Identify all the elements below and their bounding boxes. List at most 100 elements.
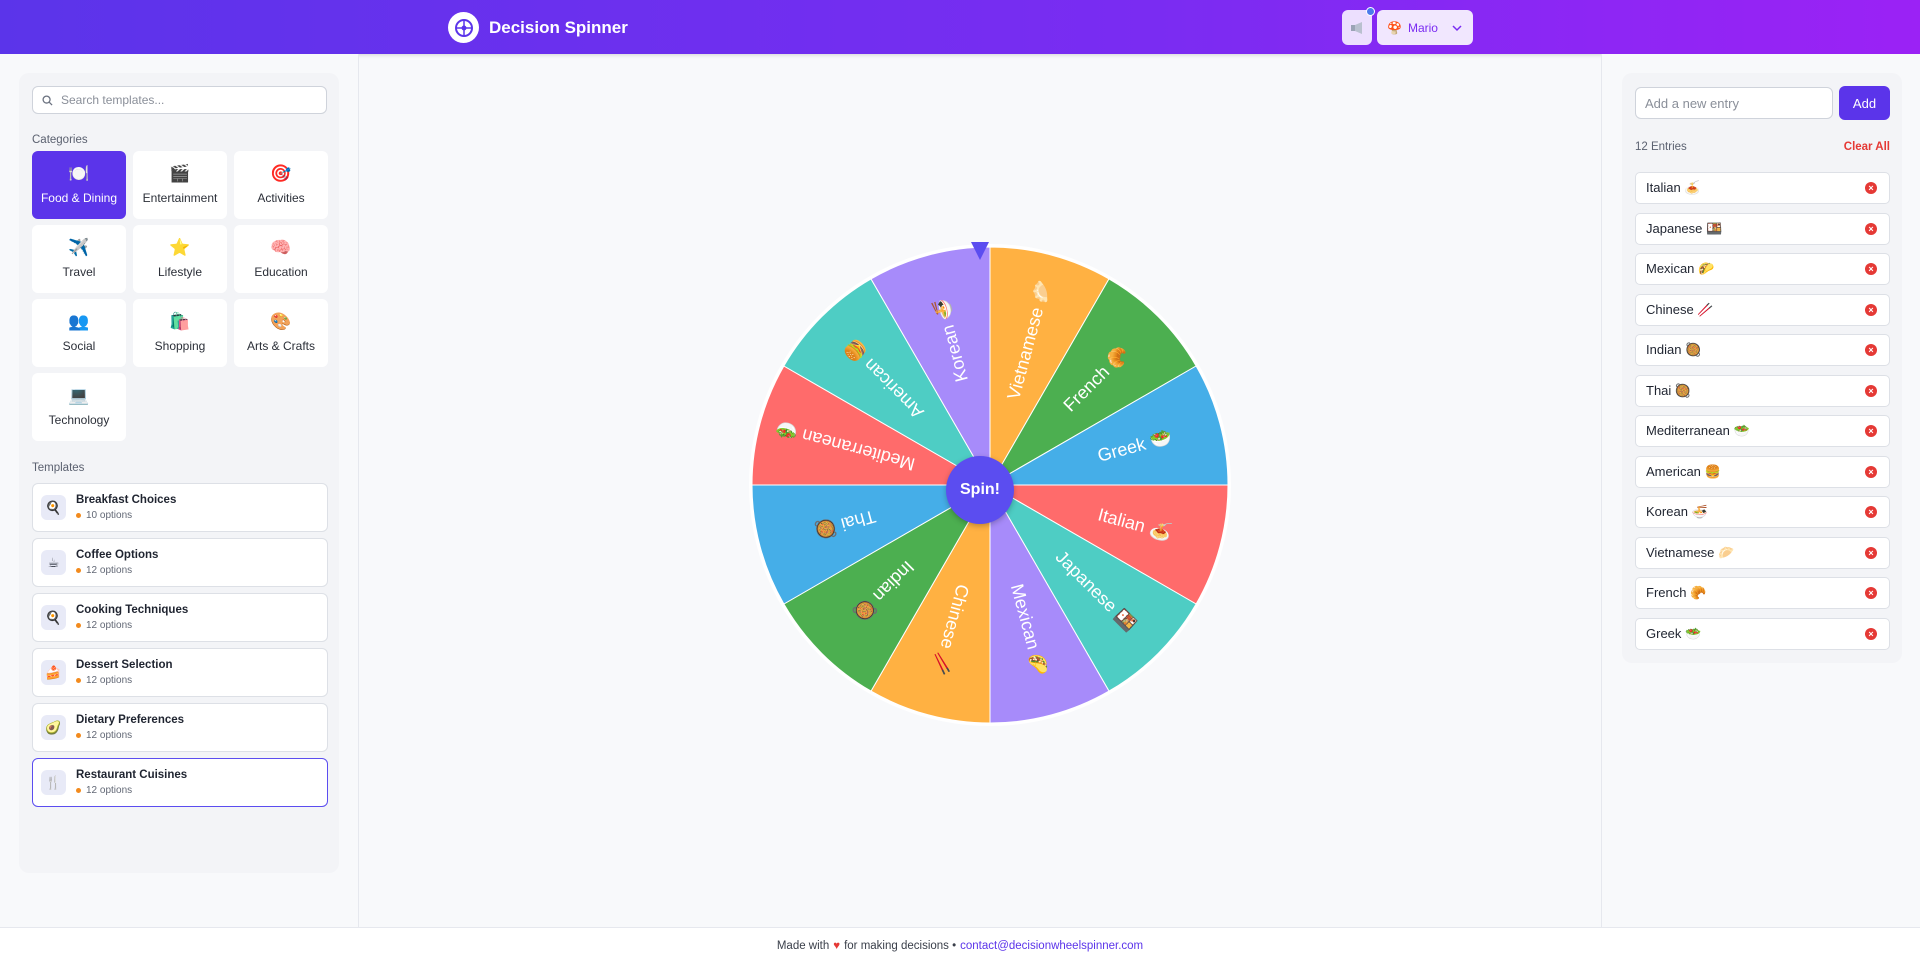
remove-entry-icon[interactable]: ×	[1865, 425, 1877, 437]
template-breakfast-choices[interactable]: 🍳 Breakfast Choices 10 options	[32, 483, 328, 532]
shopping-bags-icon: 🛍️	[169, 312, 191, 331]
entry-label: American 🍔	[1646, 463, 1721, 479]
templates-title: Templates	[32, 462, 85, 474]
entry-item[interactable]: American 🍔 ×	[1635, 455, 1890, 488]
search-box[interactable]	[32, 86, 327, 114]
wheel-segment	[870, 483, 991, 724]
heart-icon: ♥	[833, 939, 841, 952]
wheel-area: Italian 🍝 Japanese 🍱 Mexican 🌮 Chinese 🥢 Ind…	[360, 54, 1600, 927]
wheel-segment	[751, 365, 992, 486]
remove-entry-icon[interactable]: ×	[1865, 303, 1877, 316]
cutlery-icon: 🍴	[41, 770, 66, 795]
entry-item[interactable]: Vietnamese 🥟 ×	[1635, 536, 1890, 569]
template-options-count: 12 options	[86, 785, 133, 796]
coffee-icon: ☕	[41, 550, 66, 575]
status-dot	[76, 733, 81, 738]
template-name: Restaurant Cuisines	[76, 769, 188, 781]
category-entertainment[interactable]: 🎬 Entertainment	[133, 151, 227, 219]
people-icon: 👥	[68, 312, 90, 331]
user-menu-button[interactable]: 🍄 Mario	[1377, 10, 1473, 45]
new-entry-input[interactable]	[1635, 87, 1833, 119]
entry-label: Thai 🥘	[1646, 382, 1692, 398]
remove-entry-icon[interactable]: ×	[1865, 222, 1877, 235]
search-input[interactable]	[61, 93, 311, 107]
cooking-icon: 🍳	[41, 605, 66, 630]
wheel-pointer-icon	[971, 242, 989, 260]
categories-title: Categories	[32, 134, 88, 146]
category-label: Education	[254, 265, 308, 279]
remove-entry-icon[interactable]: ×	[1865, 384, 1877, 397]
entry-label: Mediterranean 🥗	[1646, 423, 1750, 438]
clapperboard-icon: 🎬	[169, 164, 191, 183]
chevron-down-icon	[1452, 24, 1462, 31]
remove-entry-icon[interactable]: ×	[1865, 587, 1877, 599]
brand[interactable]: Decision Spinner	[448, 12, 628, 43]
entry-label: Chinese 🥢	[1646, 301, 1714, 317]
entry-item[interactable]: Indian 🥘 ×	[1635, 334, 1890, 366]
wheel-segment	[988, 278, 1197, 487]
entry-item[interactable]: Italian 🍝 ×	[1635, 172, 1890, 204]
entry-item[interactable]: Chinese 🥢 ×	[1635, 293, 1890, 326]
category-food-dining[interactable]: 🍽️ Food & Dining	[32, 151, 126, 219]
category-label: Food & Dining	[40, 191, 118, 205]
category-grid: 🍽️ Food & Dining 🎬 Entertainment 🎯 Activ…	[32, 151, 328, 441]
remove-entry-icon[interactable]: ×	[1865, 344, 1877, 356]
category-technology[interactable]: 💻 Technology	[32, 373, 126, 441]
category-activities[interactable]: 🎯 Activities	[234, 151, 328, 219]
entry-item[interactable]: Mediterranean 🥗 ×	[1635, 415, 1890, 447]
notification-button[interactable]	[1342, 7, 1375, 45]
category-education[interactable]: 🧠 Education	[234, 225, 328, 293]
entry-item[interactable]: French 🥐 ×	[1635, 577, 1890, 609]
left-sidebar: Categories 🍽️ Food & Dining 🎬 Entertainm…	[0, 54, 359, 927]
contact-email-link[interactable]: contact@decisionwheelspinner.com	[960, 939, 1144, 952]
entry-item[interactable]: Korean 🍜 ×	[1635, 496, 1890, 528]
wheel-segment	[783, 483, 992, 692]
clear-all-button[interactable]: Clear All	[1843, 141, 1890, 153]
footer: Made with ♥ for making decisions • conta…	[0, 927, 1920, 963]
template-options-count: 12 options	[86, 565, 133, 576]
airplane-icon: ✈️	[68, 238, 90, 257]
category-label: Arts & Crafts	[246, 339, 315, 353]
category-arts-crafts[interactable]: 🎨 Arts & Crafts	[234, 299, 328, 367]
notification-dot	[1366, 7, 1375, 16]
remove-entry-icon[interactable]: ×	[1865, 506, 1877, 518]
template-options-count: 12 options	[86, 730, 133, 741]
template-dessert-selection[interactable]: 🍰 Dessert Selection 12 options	[32, 648, 328, 697]
template-coffee-options[interactable]: ☕ Coffee Options 12 options	[32, 538, 328, 587]
category-lifestyle[interactable]: ⭐ Lifestyle	[133, 225, 227, 293]
add-entry-button[interactable]: Add	[1839, 86, 1890, 120]
remove-entry-icon[interactable]: ×	[1865, 627, 1877, 640]
category-social[interactable]: 👥 Social	[32, 299, 126, 367]
entry-item[interactable]: Greek 🥗 ×	[1635, 617, 1890, 650]
entry-label: Korean 🍜	[1646, 504, 1708, 519]
category-travel[interactable]: ✈️ Travel	[32, 225, 126, 293]
entry-item[interactable]: Thai 🥘 ×	[1635, 374, 1890, 407]
entry-item[interactable]: Japanese 🍱 ×	[1635, 212, 1890, 245]
entries-count: 12 Entries	[1635, 141, 1687, 153]
entry-label: French 🥐	[1646, 585, 1707, 600]
remove-entry-icon[interactable]: ×	[1865, 182, 1877, 194]
status-dot	[76, 623, 81, 628]
template-dietary-preferences[interactable]: 🥑 Dietary Preferences 12 options	[32, 703, 328, 752]
entry-label: Greek 🥗	[1646, 625, 1702, 641]
entries-panel: Add 12 Entries Clear All Italian 🍝× Japan…	[1622, 73, 1902, 663]
entry-item[interactable]: Mexican 🌮 ×	[1635, 253, 1890, 285]
wheel-segment	[751, 484, 992, 605]
remove-entry-icon[interactable]: ×	[1865, 546, 1877, 559]
target-icon: 🎯	[270, 164, 292, 183]
category-shopping[interactable]: 🛍️ Shopping	[133, 299, 227, 367]
template-restaurant-cuisines[interactable]: 🍴 Restaurant Cuisines 12 options	[32, 758, 328, 807]
search-icon	[42, 94, 53, 106]
laptop-icon: 💻	[68, 386, 90, 405]
template-cooking-techniques[interactable]: 🍳 Cooking Techniques 12 options	[32, 593, 328, 642]
spin-button[interactable]: Spin!	[946, 456, 1014, 524]
template-name: Breakfast Choices	[76, 494, 177, 506]
star-icon: ⭐	[169, 238, 191, 257]
category-label: Technology	[48, 413, 110, 427]
wheel-segment	[783, 278, 992, 487]
template-name: Dietary Preferences	[76, 714, 185, 726]
entry-list: Italian 🍝 × Japanese 🍱 × Mexican 🌮 × Chinese 🥢…	[1635, 172, 1890, 658]
remove-entry-icon[interactable]: ×	[1865, 465, 1877, 478]
remove-entry-icon[interactable]: ×	[1865, 263, 1877, 275]
wheel-segment	[989, 246, 1110, 487]
